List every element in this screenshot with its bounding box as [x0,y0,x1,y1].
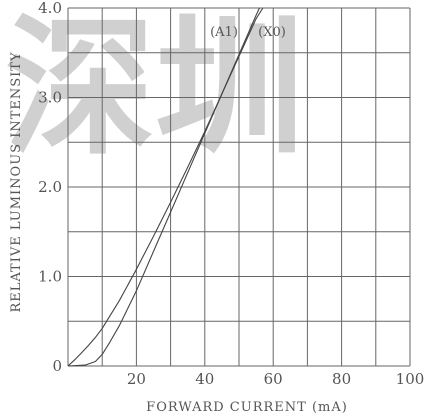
y-tick-label: 4.0 [38,0,62,17]
tick-labels: 20 40 60 80 100 0 1.0 2.0 3.0 4.0 [38,0,424,388]
x-tick-label: 40 [195,370,214,388]
x-tick-label: 100 [396,370,425,388]
x-tick-label: 80 [332,370,351,388]
series-label-x0: (X0) [258,25,286,40]
y-tick-label: 0 [52,357,62,375]
watermark: 深圳 [5,2,305,176]
y-tick-label: 1.0 [38,268,62,286]
series-label-a1: (A1) [210,25,238,40]
y-axis-title: RELATIVE LUMINOUS INTENSITY [9,51,24,312]
y-tick-label: 3.0 [38,89,62,107]
x-axis-title: FORWARD CURRENT (mA) [146,400,348,415]
watermark-text: 深圳 [5,2,305,176]
x-tick-label: 20 [127,370,146,388]
series-labels: (A1) (X0) [210,25,286,40]
y-tick-label: 2.0 [38,178,62,196]
series-line-x0 [67,7,260,367]
x-tick-label: 60 [264,370,283,388]
plot-series [67,7,264,367]
plot-grid [67,7,411,367]
